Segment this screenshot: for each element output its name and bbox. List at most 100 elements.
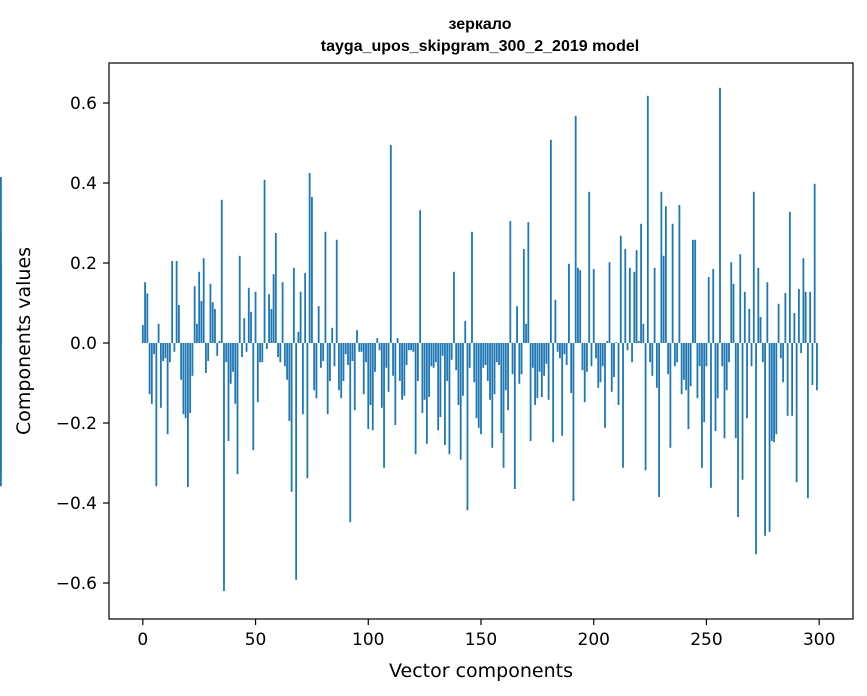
bar bbox=[407, 343, 410, 351]
bar bbox=[389, 145, 392, 343]
bar bbox=[577, 267, 579, 343]
bar bbox=[448, 343, 451, 455]
bar bbox=[701, 343, 703, 468]
bar bbox=[259, 343, 261, 363]
x-tick-label: 50 bbox=[245, 630, 267, 650]
x-axis-ticks: 0 50 100 150 200 250 300 bbox=[137, 619, 835, 650]
bar bbox=[383, 343, 385, 468]
bar bbox=[536, 343, 539, 399]
bar bbox=[669, 343, 672, 448]
bar bbox=[694, 239, 697, 343]
bar bbox=[685, 343, 688, 391]
bar bbox=[220, 199, 223, 343]
bar bbox=[0, 343, 2, 472]
bar bbox=[545, 343, 548, 364]
y-tick-label: −0.4 bbox=[56, 494, 97, 514]
bar bbox=[554, 299, 557, 343]
bar bbox=[254, 291, 257, 343]
bar bbox=[292, 267, 295, 343]
bar bbox=[205, 343, 207, 373]
bar bbox=[676, 343, 679, 363]
bar bbox=[473, 343, 476, 383]
bar bbox=[144, 282, 146, 343]
bar bbox=[193, 286, 196, 343]
bar bbox=[786, 343, 789, 416]
bar bbox=[520, 343, 523, 375]
bar bbox=[324, 231, 327, 343]
bar bbox=[707, 277, 710, 343]
bar bbox=[369, 343, 372, 405]
bar bbox=[529, 343, 532, 441]
bar bbox=[180, 343, 183, 380]
bar bbox=[739, 254, 742, 343]
bar bbox=[563, 343, 566, 355]
bar bbox=[525, 323, 527, 343]
bar bbox=[405, 343, 408, 365]
bar bbox=[802, 258, 805, 343]
bar bbox=[624, 249, 627, 343]
plot-area-frame bbox=[108, 62, 854, 620]
bar bbox=[311, 197, 313, 343]
bar bbox=[773, 343, 775, 443]
bar bbox=[793, 313, 796, 343]
bar bbox=[374, 343, 376, 372]
bar bbox=[777, 303, 780, 343]
bar bbox=[549, 139, 552, 343]
bar bbox=[322, 343, 325, 361]
y-axis-ticks: −0.6 −0.4 −0.2 0.0 0.2 0.4 0.6 bbox=[56, 94, 109, 594]
bar bbox=[177, 305, 180, 343]
bar bbox=[356, 330, 358, 343]
bar bbox=[556, 343, 559, 352]
bar bbox=[586, 343, 588, 372]
bar bbox=[746, 343, 748, 419]
bar bbox=[168, 343, 171, 363]
bar bbox=[232, 343, 234, 372]
bar bbox=[439, 343, 442, 417]
bar bbox=[428, 343, 431, 397]
bar bbox=[189, 343, 192, 413]
bar bbox=[511, 343, 514, 375]
bar bbox=[484, 343, 487, 365]
bar bbox=[642, 323, 645, 343]
bar bbox=[326, 343, 329, 415]
bar bbox=[283, 343, 286, 367]
bar bbox=[712, 269, 715, 343]
bar bbox=[507, 343, 509, 411]
bar bbox=[617, 343, 620, 405]
bar bbox=[610, 343, 613, 392]
bar bbox=[764, 343, 766, 536]
bar bbox=[710, 343, 712, 488]
bar bbox=[435, 343, 437, 363]
bar bbox=[480, 343, 482, 435]
bar bbox=[628, 267, 631, 343]
bar bbox=[421, 343, 424, 413]
bar bbox=[268, 294, 270, 343]
bar bbox=[453, 271, 455, 343]
bar bbox=[748, 309, 751, 343]
bar bbox=[723, 343, 726, 439]
bar bbox=[182, 343, 185, 415]
bar bbox=[236, 343, 239, 475]
bar bbox=[613, 343, 615, 377]
bar bbox=[604, 343, 606, 428]
bar bbox=[719, 87, 721, 343]
bar bbox=[207, 343, 210, 361]
x-tick-label: 150 bbox=[465, 630, 497, 650]
bar bbox=[538, 343, 541, 372]
bar bbox=[279, 343, 282, 363]
bar bbox=[141, 325, 144, 343]
bar bbox=[734, 343, 737, 439]
bar bbox=[811, 343, 814, 385]
bar bbox=[615, 342, 618, 343]
bar bbox=[385, 343, 388, 368]
bar bbox=[148, 343, 151, 395]
bar bbox=[256, 343, 259, 403]
bar bbox=[667, 343, 670, 375]
bar bbox=[725, 343, 728, 391]
bar bbox=[297, 331, 300, 343]
bar bbox=[581, 343, 584, 371]
bar bbox=[419, 210, 422, 343]
bar bbox=[770, 343, 773, 441]
bar bbox=[606, 341, 609, 343]
bar bbox=[658, 343, 661, 497]
